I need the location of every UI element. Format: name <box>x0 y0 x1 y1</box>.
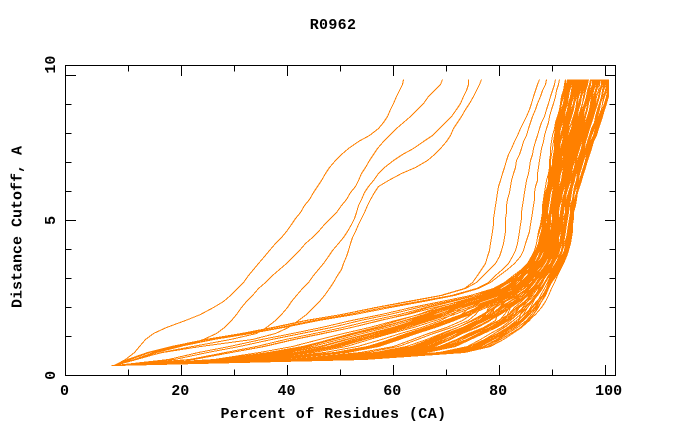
svg-text:Distance Cutoff, A: Distance Cutoff, A <box>10 146 27 308</box>
svg-text:20: 20 <box>171 383 189 400</box>
svg-text:Percent of Residues (CA): Percent of Residues (CA) <box>220 406 446 423</box>
svg-text:0: 0 <box>43 371 60 380</box>
svg-text:100: 100 <box>595 383 622 400</box>
svg-text:0: 0 <box>60 383 69 400</box>
svg-text:60: 60 <box>383 383 401 400</box>
svg-text:R0962: R0962 <box>310 17 357 34</box>
svg-text:10: 10 <box>43 56 60 74</box>
svg-text:80: 80 <box>489 383 507 400</box>
svg-text:40: 40 <box>277 383 295 400</box>
svg-text:5: 5 <box>43 216 60 225</box>
